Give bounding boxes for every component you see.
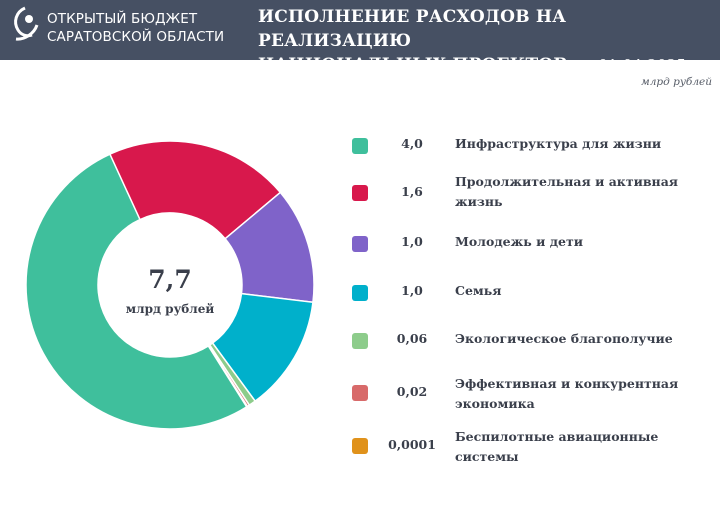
brand-name: Открытый бюджет Саратовской области xyxy=(47,10,224,46)
center-total-value: 7,7 xyxy=(148,265,192,294)
legend-label: Беспилотные авиационные системы xyxy=(455,429,659,464)
legend-value: 0,02 xyxy=(396,384,428,399)
page-title: ИСПОЛНЕНИЕ РАСХОДОВ НА РЕАЛИЗАЦИЮ НАЦИОН… xyxy=(258,5,713,77)
legend-item: 0,02 Эффективная и конкурентная экономик… xyxy=(352,375,712,419)
legend-item: 1,6 Продолжительная и активная жизнь xyxy=(352,174,712,218)
title-line-1: ИСПОЛНЕНИЕ РАСХОДОВ НА РЕАЛИЗАЦИЮ xyxy=(258,7,567,51)
legend-label: Эффективная и конкурентная экономика xyxy=(455,376,679,411)
legend-label: Молодежь и дети xyxy=(455,234,583,249)
legend-label: Инфраструктура для жизни xyxy=(455,136,662,151)
legend-item: 1,0 Молодежь и дети xyxy=(352,234,712,278)
legend-swatch xyxy=(352,333,368,349)
legend-swatch xyxy=(352,285,368,301)
brand-line-2: Саратовской области xyxy=(47,29,225,45)
legend-label: Продолжительная и активная жизнь xyxy=(455,174,679,209)
header-banner: Открытый бюджет Саратовской области ИСПО… xyxy=(0,0,720,75)
legend-value: 1,0 xyxy=(401,234,423,249)
title-date: на 01.04.2025 xyxy=(574,56,687,74)
legend-value: 0,06 xyxy=(396,331,428,346)
legend-swatch xyxy=(352,138,368,154)
center-total-unit: млрд рублей xyxy=(125,302,215,316)
legend-item: 1,0 Семья xyxy=(352,283,712,327)
legend-swatch xyxy=(352,236,368,252)
units-label: млрд рублей xyxy=(641,76,712,88)
open-budget-logo-icon xyxy=(14,6,39,41)
legend-label: Экологическое благополучие xyxy=(455,331,673,346)
donut-chart xyxy=(25,140,315,430)
title-line-2-text: НАЦИОНАЛЬНЫХ ПРОЕКТОВ xyxy=(258,55,568,75)
legend-swatch xyxy=(352,185,368,201)
legend-swatch xyxy=(352,438,368,454)
legend-swatch xyxy=(352,385,368,401)
legend-item: 0,06 Экологическое благополучие xyxy=(352,331,712,375)
title-line-2: НАЦИОНАЛЬНЫХ ПРОЕКТОВ на 01.04.2025 xyxy=(258,53,713,77)
legend-value: 1,0 xyxy=(401,283,423,298)
legend-label: Семья xyxy=(455,283,502,298)
donut-slice xyxy=(108,140,282,240)
legend-value: 4,0 xyxy=(401,136,423,151)
brand-line-1: Открытый бюджет xyxy=(47,11,198,27)
legend-item: 0,0001 Беспилотные авиационные системы xyxy=(352,428,712,472)
donut-slice xyxy=(25,153,248,430)
legend-item: 4,0 Инфраструктура для жизни xyxy=(352,134,712,178)
legend-value: 1,6 xyxy=(401,184,423,199)
legend-value: 0,0001 xyxy=(388,437,436,452)
